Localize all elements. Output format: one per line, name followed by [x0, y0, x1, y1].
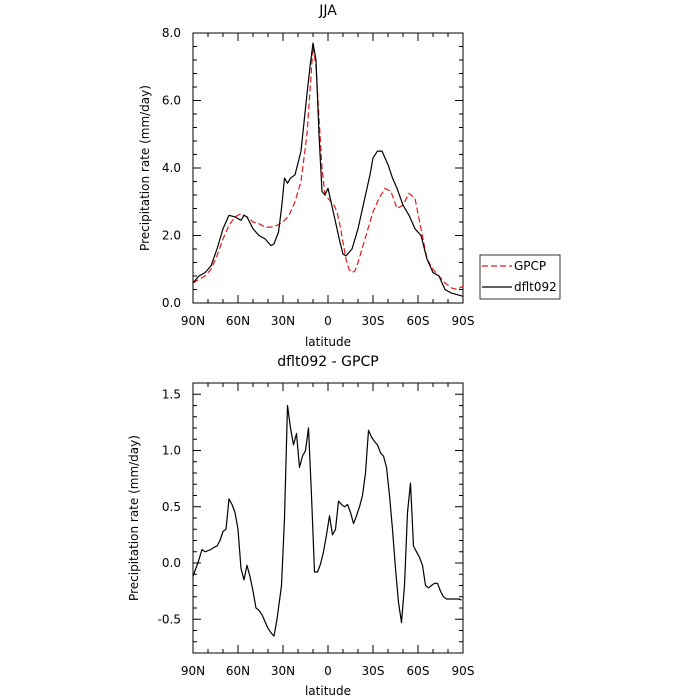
bottom-x-axis-title: latitude	[305, 684, 351, 698]
top-plot-frame	[192, 32, 464, 304]
y-tick-label: -0.5	[158, 612, 181, 626]
x-tick-label: 60S	[407, 664, 430, 678]
bottom-series-lines	[192, 404, 462, 637]
x-tick-label: 30S	[362, 664, 385, 678]
legend: GPCP dflt092	[479, 254, 561, 300]
top-y-axis-title: Precipitation rate (mm/day)	[138, 85, 152, 251]
y-tick-label: 8.0	[162, 26, 181, 40]
y-tick-label: 1.0	[162, 444, 181, 458]
bottom-x-tick-labels: 90N 60N 30N 0 30S 60S 90S	[181, 664, 475, 678]
top-x-tick-labels: 90N 60N 30N 0 30S 60S 90S	[181, 314, 475, 328]
x-tick-label: 0	[324, 314, 332, 328]
top-series-lines	[192, 42, 464, 297]
x-tick-label: 0	[324, 664, 332, 678]
x-tick-label: 90N	[181, 664, 205, 678]
legend-box	[479, 254, 561, 300]
bottom-y-axis-title: Precipitation rate (mm/day)	[127, 435, 141, 601]
legend-label-gpcp: GPCP	[514, 259, 546, 273]
x-tick-label: 60S	[407, 314, 430, 328]
x-tick-label: 60N	[226, 314, 250, 328]
y-tick-label: 1.5	[162, 387, 181, 401]
bottom-chart-title: dflt092 - GPCP	[277, 354, 378, 370]
x-tick-label: 90S	[452, 664, 475, 678]
bottom-chart-panel: dflt092 - GPCP 90N 60N 30N 0 30S 60S 90S -0.5 0…	[127, 354, 474, 698]
x-tick-label: 30N	[271, 664, 295, 678]
y-tick-label: 0.0	[162, 296, 181, 310]
x-tick-label: 30S	[362, 314, 385, 328]
x-tick-label: 60N	[226, 664, 250, 678]
x-tick-label: 90N	[181, 314, 205, 328]
top-y-tick-labels: 0.0 2.0 4.0 6.0 8.0	[162, 26, 181, 310]
series-line-difference	[192, 404, 462, 637]
series-line-gpcp	[192, 45, 464, 291]
top-chart-title: JJA	[318, 3, 337, 19]
bottom-plot-frame	[192, 382, 464, 654]
x-tick-label: 30N	[271, 314, 295, 328]
top-chart-panel: JJA 90N 60N 30N 0 30S 60S 90S 0.02.04.06.08.0 …	[138, 3, 561, 349]
y-tick-label: 2.0	[162, 229, 181, 243]
y-tick-label: 6.0	[162, 94, 181, 108]
bottom-y-tick-labels: -0.5 0.0 0.5 1.0 1.5	[158, 387, 181, 626]
bottom-axis-ticks	[192, 382, 464, 654]
top-axis-ticks	[192, 32, 464, 304]
y-tick-label: 0.0	[162, 556, 181, 570]
series-line-dflt092	[192, 42, 464, 297]
top-x-axis-title: latitude	[305, 335, 351, 349]
legend-label-dflt092: dflt092	[514, 280, 557, 294]
x-tick-label: 90S	[452, 314, 475, 328]
y-tick-label: 0.5	[162, 500, 181, 514]
y-tick-label: 4.0	[162, 161, 181, 175]
